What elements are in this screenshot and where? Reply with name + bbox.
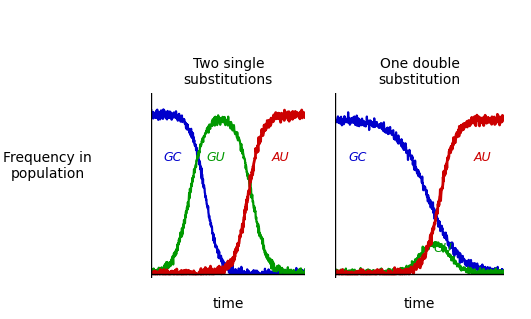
Text: GU: GU (433, 242, 452, 255)
Text: AU: AU (271, 152, 289, 164)
Text: Frequency in
population: Frequency in population (3, 151, 92, 181)
Text: GU: GU (207, 152, 226, 164)
Text: GC: GC (348, 152, 366, 164)
Title: One double
substitution: One double substitution (379, 57, 460, 87)
Text: time: time (404, 298, 435, 311)
Text: time: time (212, 298, 244, 311)
Text: AU: AU (474, 152, 492, 164)
Text: GC: GC (164, 152, 182, 164)
Title: Two single
substitutions: Two single substitutions (184, 57, 273, 87)
